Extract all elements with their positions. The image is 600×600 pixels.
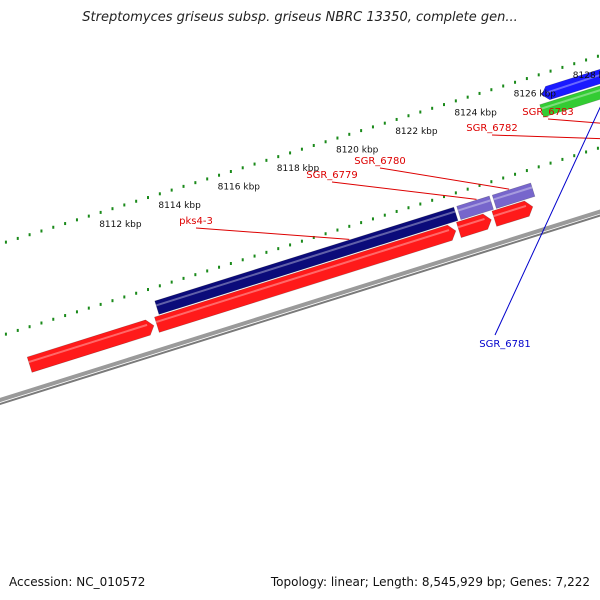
scale-label: 8124 kbp: [454, 108, 497, 118]
sequence-backbone: [0, 209, 600, 406]
label-leader: [331, 181, 477, 200]
feature-highlight: [155, 229, 450, 324]
feature-pks4-3-bar[interactable]: [154, 206, 459, 315]
backbone-rail-2: [0, 214, 600, 406]
label-leader: [494, 106, 600, 336]
feature-red-cds-b[interactable]: [154, 224, 457, 333]
feature-label[interactable]: SGR_6782: [466, 123, 518, 134]
feature-highlight: [493, 204, 527, 218]
feature-labels[interactable]: pks4-3 SGR_6779 SGR_6780 SGR_6782 SGR_6783 SG…: [179, 99, 600, 350]
feature-red-cds-a[interactable]: [26, 319, 155, 373]
feature-sgr6781-bar[interactable]: [539, 68, 600, 118]
feature-track[interactable]: [26, 52, 600, 373]
feature-highlight: [546, 73, 600, 94]
scale-label: 8118 kbp: [277, 164, 320, 174]
scale-label: 8120 kbp: [336, 145, 379, 155]
scale-label: 8112 kbp: [99, 220, 142, 230]
feature-highlight: [28, 323, 148, 363]
feature-sgr6780-bar[interactable]: [491, 182, 536, 209]
backbone-rail-1: [0, 209, 600, 403]
feature-label[interactable]: SGR_6783: [522, 107, 574, 118]
feature-highlight: [155, 210, 456, 307]
accession-text: Accession: NC_010572: [9, 575, 146, 589]
feature-label[interactable]: SGR_6779: [306, 170, 358, 181]
feature-red-cds-d[interactable]: [491, 200, 534, 227]
map-title: Streptomyces griseus subsp. griseus NBRC…: [82, 10, 518, 25]
feature-sgr6779-bar[interactable]: [456, 195, 494, 220]
scale-label: 8114 kbp: [158, 201, 201, 211]
feature-highlight: [457, 217, 485, 229]
scale-labels: 8112 kbp 8114 kbp 8116 kbp 8118 kbp 8120 kbp…: [99, 71, 600, 230]
label-leader: [379, 167, 510, 190]
feature-label[interactable]: pks4-3: [179, 216, 213, 227]
feature-label[interactable]: SGR_6781: [479, 339, 531, 350]
feature-label[interactable]: SGR_6780: [354, 156, 406, 167]
scale-label: 8126 kbp: [514, 90, 557, 100]
scale-label: 8128 kbp: [573, 71, 600, 81]
label-leader: [491, 134, 600, 140]
label-leader: [547, 118, 600, 124]
topology-summary: Topology: linear; Length: 8,545,929 bp; …: [270, 575, 590, 589]
feature-highlight: [457, 199, 491, 212]
label-leader: [195, 227, 350, 240]
feature-highlight: [540, 89, 600, 110]
feature-highlight: [493, 186, 533, 201]
feature-red-cds-c[interactable]: [456, 213, 492, 238]
scale-label: 8116 kbp: [218, 183, 261, 193]
feature-blue-cds[interactable]: [541, 52, 600, 101]
scale-label: 8122 kbp: [395, 127, 438, 137]
